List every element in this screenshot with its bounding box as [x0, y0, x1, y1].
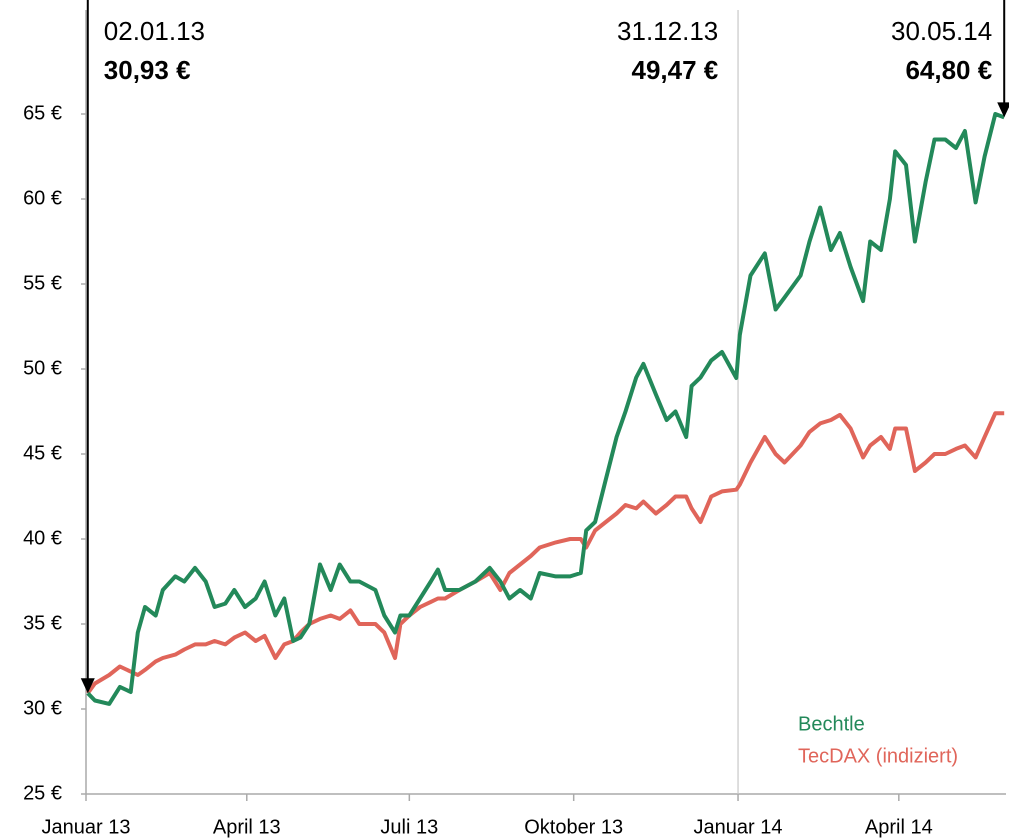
arrow-head — [80, 678, 95, 694]
series-line — [86, 112, 1005, 706]
y-tick-label: 60 € — [23, 187, 62, 209]
y-tick-label: 45 € — [23, 442, 62, 464]
y-tick-label: 35 € — [23, 612, 62, 634]
x-tick-label: Oktober 13 — [524, 816, 623, 838]
series-line — [86, 411, 1005, 695]
legend-label: Bechtle — [798, 713, 865, 735]
y-tick-label: 25 € — [23, 782, 62, 804]
x-tick-label: April 14 — [865, 816, 933, 838]
y-tick-label: 40 € — [23, 527, 62, 549]
annotation-price: 30,93 € — [104, 55, 191, 85]
y-tick-label: 50 € — [23, 357, 62, 379]
x-tick-label: April 13 — [213, 816, 281, 838]
x-tick-label: Januar 13 — [42, 816, 131, 838]
y-tick-label: 30 € — [23, 697, 62, 719]
arrow-head — [997, 102, 1009, 118]
annotation-date: 02.01.13 — [104, 16, 205, 46]
y-tick-label: 65 € — [23, 102, 62, 124]
y-tick-label: 55 € — [23, 272, 62, 294]
annotation-price: 64,80 € — [905, 55, 992, 85]
x-tick-label: Januar 14 — [694, 816, 783, 838]
legend-label: TecDAX (indiziert) — [798, 745, 958, 767]
annotation-date: 31.12.13 — [617, 16, 718, 46]
annotation-date: 30.05.14 — [891, 16, 992, 46]
x-tick-label: Juli 13 — [380, 816, 438, 838]
annotation-price: 49,47 € — [632, 55, 719, 85]
